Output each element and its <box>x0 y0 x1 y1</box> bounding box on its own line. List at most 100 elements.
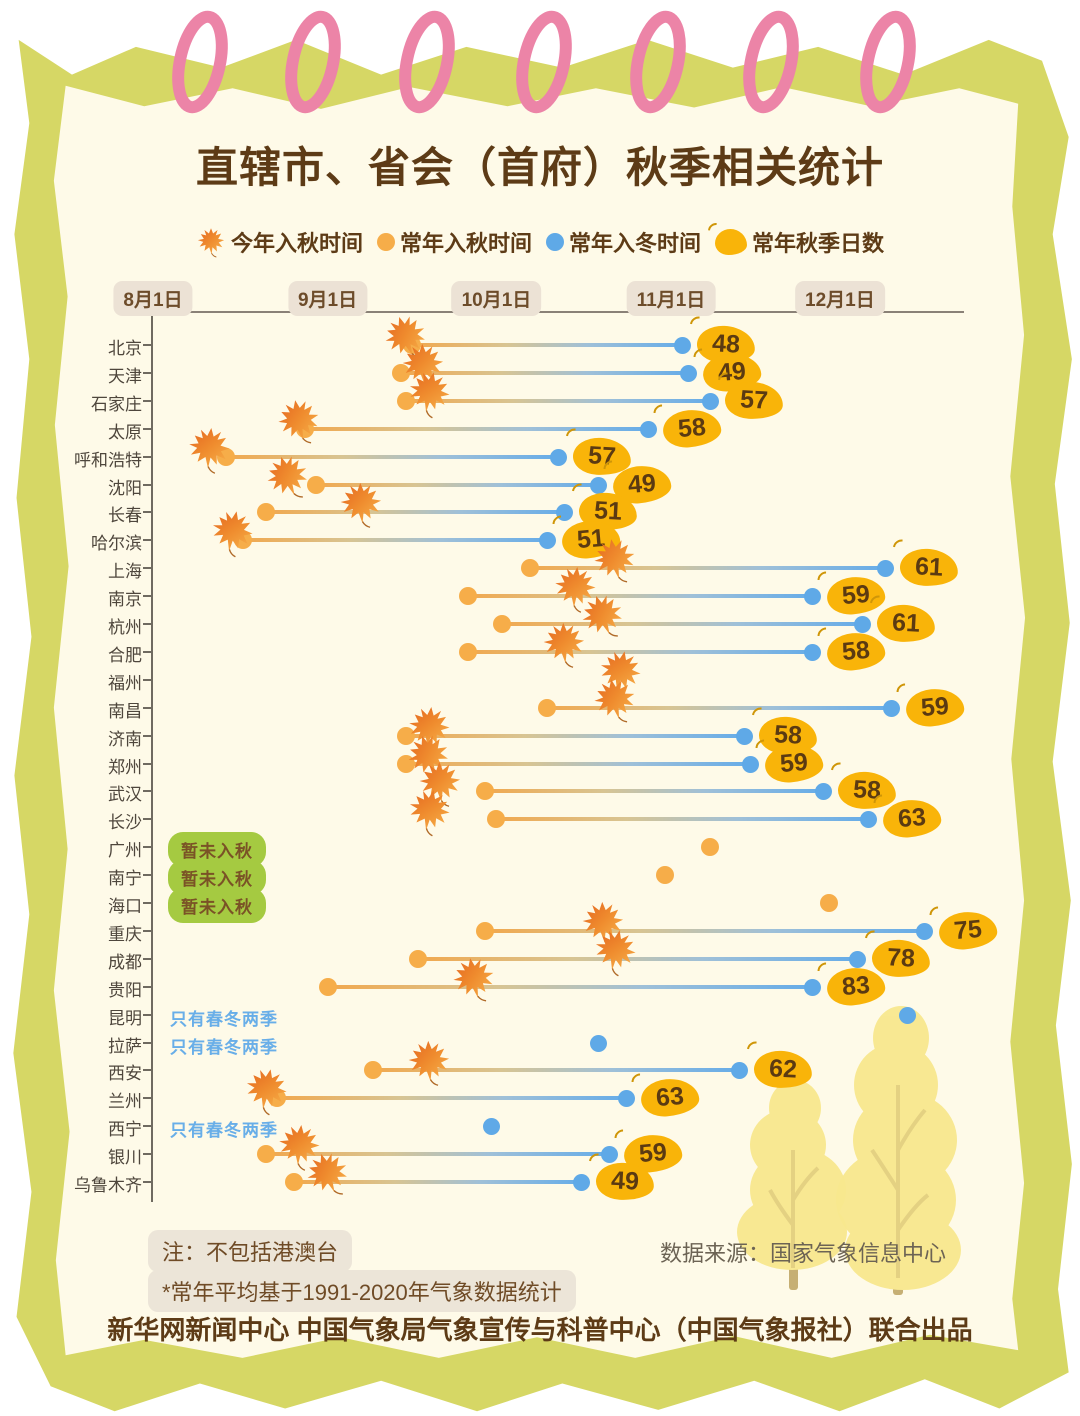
legend-item-normal-winter: 常年入冬时间 <box>546 226 701 258</box>
city-tick <box>143 1013 151 1016</box>
autumn-to-winter-line <box>417 956 857 961</box>
normal-autumn-dot <box>701 838 720 857</box>
autumn-days-badge: 62 <box>752 1049 813 1090</box>
normal-autumn-dot <box>256 1145 275 1164</box>
note-box: 注：不包括港澳台 *常年平均基于1991-2020年气象数据统计 <box>148 1230 576 1312</box>
autumn-to-winter-line <box>276 1096 626 1101</box>
city-label: 广州 <box>108 841 142 861</box>
city-tick <box>143 511 151 514</box>
maple-leaf-icon <box>273 394 327 449</box>
city-label: 沈阳 <box>108 478 142 498</box>
binder-ring <box>172 10 228 114</box>
x-axis-tick-label: 12月1日 <box>795 281 885 316</box>
normal-autumn-dot <box>459 587 478 606</box>
normal-winter-dot <box>674 337 692 354</box>
normal-winter-dot <box>482 1118 500 1136</box>
binder-ring <box>399 10 455 114</box>
city-tick <box>143 595 151 598</box>
autumn-days-badge: 57 <box>724 380 785 421</box>
ginkgo-tree-large <box>836 1006 961 1295</box>
city-tick <box>143 678 151 681</box>
normal-winter-dot <box>730 1062 748 1080</box>
autumn-days-badge: 63 <box>881 797 943 840</box>
city-label: 合肥 <box>108 645 142 665</box>
city-tick <box>143 567 151 570</box>
autumn-to-winter-line <box>400 370 688 375</box>
normal-winter-dot <box>854 616 872 633</box>
city-tick <box>143 344 151 346</box>
city-tick <box>143 818 151 821</box>
maple-leaf-icon <box>405 1039 453 1089</box>
legend-label: 常年秋季日数 <box>752 231 885 256</box>
city-tick <box>143 846 151 849</box>
blue-dot-icon <box>546 233 564 251</box>
normal-winter-dot <box>640 420 658 438</box>
city-label: 福州 <box>108 673 142 693</box>
maple-leaf-icon <box>401 366 456 423</box>
city-label: 北京 <box>108 339 142 358</box>
normal-autumn-dot <box>487 810 506 829</box>
normal-winter-dot <box>899 1006 917 1024</box>
city-tick <box>143 874 151 877</box>
city-tick <box>143 650 151 653</box>
normal-autumn-dot <box>397 391 416 410</box>
legend: 今年入秋时间 常年入秋时间 常年入冬时间 常年秋季日数 <box>0 226 1080 258</box>
autumn-days-badge: 59 <box>904 686 966 729</box>
normal-winter-dot <box>702 392 720 410</box>
city-tick <box>143 957 151 960</box>
legend-label: 常年入冬时间 <box>569 231 702 256</box>
normal-autumn-dot <box>363 1061 382 1080</box>
normal-winter-dot <box>679 364 697 382</box>
normal-winter-dot <box>848 950 866 968</box>
city-label: 石家庄 <box>91 394 142 414</box>
maple-leaf-icon <box>540 620 588 670</box>
autumn-to-winter-line <box>406 398 711 403</box>
city-tick <box>143 1069 151 1072</box>
normal-autumn-dot <box>819 894 838 912</box>
city-label: 济南 <box>108 729 142 749</box>
city-label: 乌鲁木齐 <box>74 1176 142 1195</box>
city-tick <box>143 399 151 402</box>
city-tick <box>143 985 151 988</box>
autumn-to-winter-line <box>485 928 925 933</box>
city-label: 哈尔滨 <box>91 534 142 554</box>
city-tick <box>143 790 151 793</box>
normal-winter-dot <box>916 922 934 940</box>
legend-item-normal-autumn: 常年入秋时间 <box>376 226 532 258</box>
autumn-to-winter-line <box>547 705 891 710</box>
legend-label: 常年入秋时间 <box>399 231 532 256</box>
normal-autumn-dot <box>656 866 675 885</box>
x-axis-line <box>152 311 964 313</box>
note-line-1: 注：不包括港澳台 <box>148 1230 353 1272</box>
autumn-to-winter-line <box>406 733 745 738</box>
normal-winter-dot <box>539 532 557 550</box>
maple-leaf-icon <box>197 227 225 258</box>
city-label: 拉萨 <box>108 1036 142 1056</box>
autumn-days-badge: 61 <box>876 603 937 644</box>
autumn-days-badge: 61 <box>898 547 959 588</box>
normal-winter-dot <box>803 643 821 661</box>
autumn-to-winter-line <box>293 1180 581 1184</box>
city-tick <box>143 371 151 374</box>
maple-leaf-icon <box>588 673 642 728</box>
city-tick <box>143 539 151 542</box>
autumn-to-winter-line <box>265 1152 610 1157</box>
normal-winter-dot <box>550 448 568 466</box>
normal-winter-dot <box>617 1090 635 1108</box>
normal-winter-dot <box>803 588 821 606</box>
orange-dot-icon <box>376 233 395 251</box>
footer-credit: 新华网新闻中心 中国气象局气象宣传与科普中心（中国气象报社）联合出品 <box>107 1315 973 1345</box>
city-label: 南宁 <box>108 869 142 889</box>
status-badge-no-autumn-yet: 暂未入秋 <box>168 888 266 923</box>
normal-winter-dot <box>589 1034 607 1052</box>
autumn-to-winter-line <box>316 482 598 487</box>
legend-item-autumn-days: 常年秋季日数 <box>715 226 884 258</box>
autumn-to-winter-line <box>372 1068 739 1073</box>
normal-winter-dot <box>882 699 900 717</box>
normal-autumn-dot <box>476 921 495 940</box>
city-tick <box>143 623 151 625</box>
city-tick <box>143 1125 151 1128</box>
autumn-to-winter-line <box>496 817 868 822</box>
